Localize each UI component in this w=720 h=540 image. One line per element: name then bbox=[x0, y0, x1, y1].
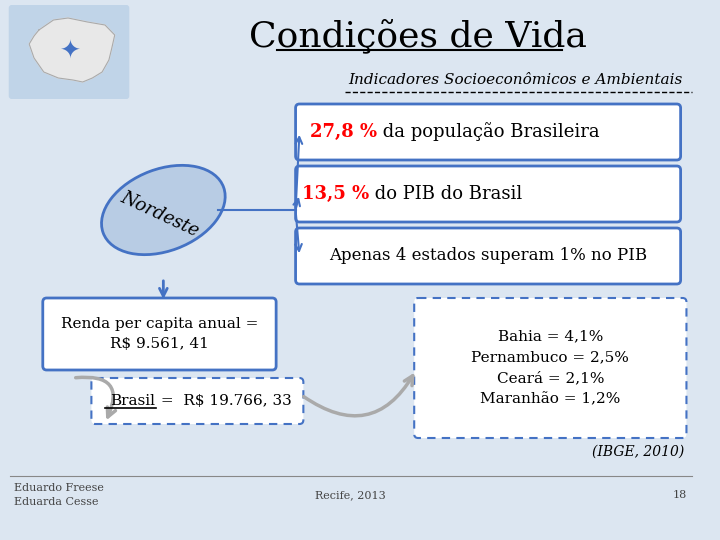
FancyBboxPatch shape bbox=[42, 298, 276, 370]
Text: Recife, 2013: Recife, 2013 bbox=[315, 490, 385, 500]
FancyArrowPatch shape bbox=[76, 377, 115, 417]
Text: (IBGE, 2010): (IBGE, 2010) bbox=[593, 445, 685, 459]
Text: ✦: ✦ bbox=[60, 40, 81, 64]
Text: Eduardo Freese
Eduarda Cesse: Eduardo Freese Eduarda Cesse bbox=[14, 483, 104, 507]
Text: Renda per capita anual =
R$ 9.561, 41: Renda per capita anual = R$ 9.561, 41 bbox=[60, 317, 258, 351]
FancyBboxPatch shape bbox=[414, 298, 686, 438]
Text: Bahia = 4,1%
Pernambuco = 2,5%
Ceará = 2,1%
Maranhão = 1,2%: Bahia = 4,1% Pernambuco = 2,5% Ceará = 2… bbox=[472, 329, 629, 407]
Text: Condições de Vida: Condições de Vida bbox=[249, 19, 587, 53]
Text: da população Brasileira: da população Brasileira bbox=[377, 123, 600, 141]
Text: =  R$ 19.766, 33: = R$ 19.766, 33 bbox=[156, 394, 292, 408]
FancyBboxPatch shape bbox=[91, 378, 303, 424]
FancyBboxPatch shape bbox=[296, 104, 680, 160]
Polygon shape bbox=[30, 18, 114, 82]
Text: do PIB do Brasil: do PIB do Brasil bbox=[369, 185, 523, 203]
Text: 13,5 %: 13,5 % bbox=[302, 185, 369, 203]
Text: Apenas 4 estados superam 1% no PIB: Apenas 4 estados superam 1% no PIB bbox=[329, 247, 647, 265]
FancyBboxPatch shape bbox=[296, 228, 680, 284]
Text: Indicadores Socioeconômicos e Ambientais: Indicadores Socioeconômicos e Ambientais bbox=[348, 73, 683, 87]
Text: Nordeste: Nordeste bbox=[117, 188, 202, 240]
FancyBboxPatch shape bbox=[9, 5, 130, 99]
FancyBboxPatch shape bbox=[296, 166, 680, 222]
Text: Brasil: Brasil bbox=[111, 394, 156, 408]
Ellipse shape bbox=[102, 165, 225, 255]
FancyArrowPatch shape bbox=[304, 376, 413, 416]
Text: 27,8 %: 27,8 % bbox=[310, 123, 377, 141]
Text: 18: 18 bbox=[672, 490, 686, 500]
